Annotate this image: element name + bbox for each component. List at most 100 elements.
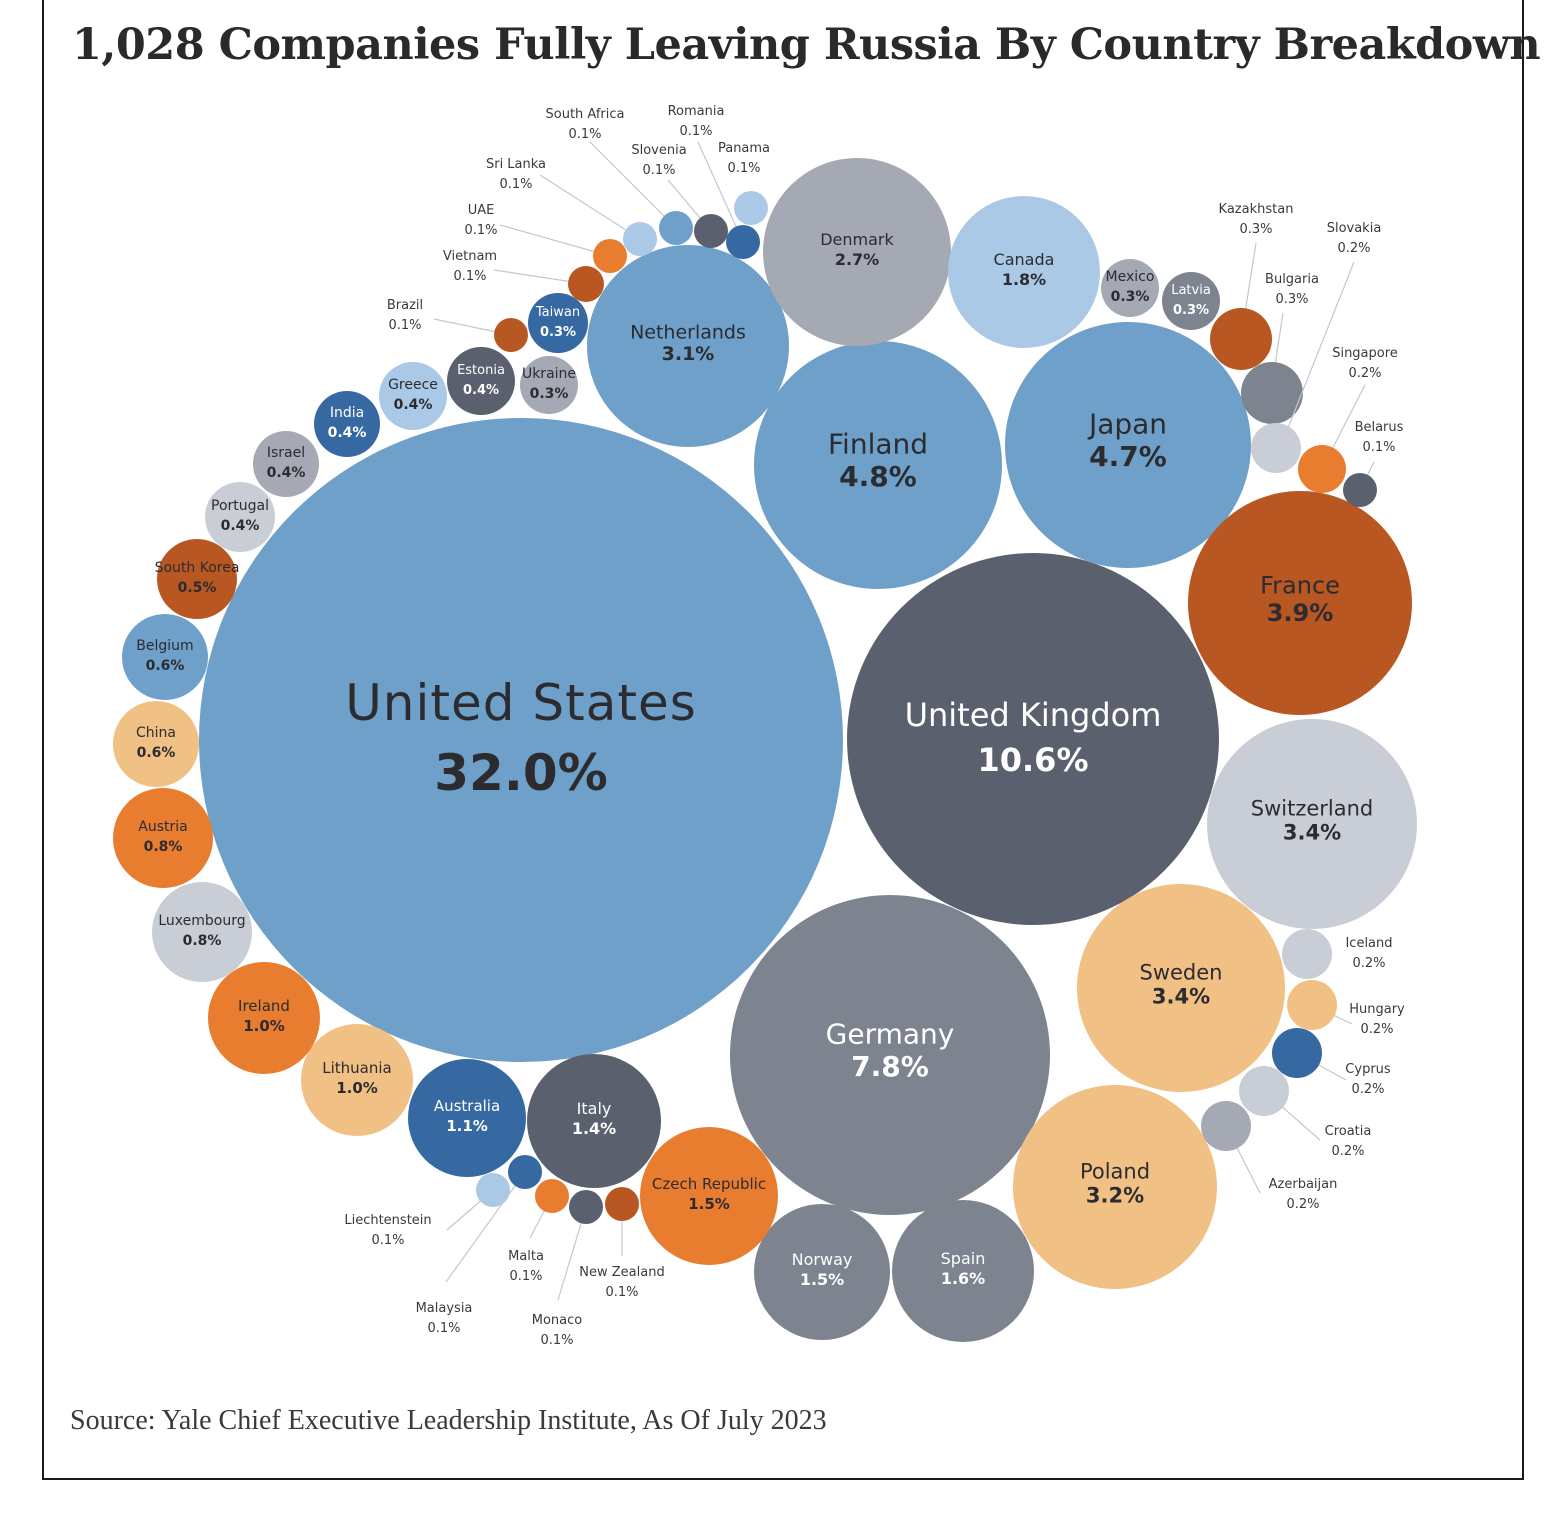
bubble-circle-france (1188, 491, 1412, 715)
bubble-india: India 0.4% (314, 391, 380, 457)
bubble-value-australia: 1.1% (446, 1117, 488, 1135)
bubble-estonia: Estonia 0.4% (447, 347, 515, 415)
bubble-label-malta: Malta (508, 1249, 544, 1264)
bubble-value-denmark: 2.7% (835, 250, 879, 269)
bubble-label-united-states: United States (345, 674, 697, 732)
bubble-circle-mexico (1101, 259, 1159, 317)
leader-line-south-africa (589, 141, 677, 229)
bubble-circle-germany (730, 895, 1050, 1215)
bubble-label-hungary: Hungary (1349, 1002, 1405, 1017)
bubble-value-switzerland: 3.4% (1283, 821, 1341, 845)
bubble-bulgaria: Bulgaria 0.3% (1241, 272, 1319, 424)
bubble-uae: UAE 0.1% (464, 203, 627, 273)
bubble-circle-iceland (1282, 929, 1332, 979)
bubble-value-estonia: 0.4% (463, 383, 499, 398)
bubble-circle-norway (754, 1204, 890, 1340)
bubble-label-south-korea: South Korea (155, 560, 240, 576)
bubble-value-canada: 1.8% (1002, 270, 1046, 289)
bubble-slovakia: Slovakia 0.2% (1251, 221, 1381, 473)
bubble-united-states: United States 32.0% (199, 418, 843, 1062)
bubble-value-latvia: 0.3% (1173, 303, 1209, 318)
bubble-label-italy: Italy (577, 1099, 612, 1118)
bubble-circle-slovenia (694, 214, 728, 248)
bubble-label-czech-republic: Czech Republic (652, 1175, 766, 1193)
bubble-portugal: Portugal 0.4% (205, 482, 275, 552)
bubble-singapore: Singapore 0.2% (1298, 346, 1398, 493)
bubble-circle-canada (948, 196, 1100, 348)
bubble-label-slovakia: Slovakia (1327, 221, 1382, 236)
bubble-monaco: Monaco 0.1% (532, 1190, 603, 1348)
bubble-belarus: Belarus 0.1% (1343, 420, 1404, 507)
bubble-circle-ireland (208, 962, 320, 1074)
bubble-label-ireland: Ireland (238, 997, 290, 1015)
bubble-label-belgium: Belgium (136, 638, 193, 654)
bubble-circle-belgium (122, 614, 208, 700)
bubble-value-spain: 1.6% (941, 1269, 985, 1288)
bubble-iceland: Iceland 0.2% (1282, 929, 1393, 979)
bubble-romania: Romania 0.1% (668, 104, 760, 259)
bubble-value-italy: 1.4% (572, 1119, 616, 1138)
bubble-value-vietnam: 0.1% (453, 269, 486, 284)
bubble-label-sri-lanka: Sri Lanka (486, 157, 546, 172)
bubble-label-brazil: Brazil (387, 298, 423, 313)
bubble-circle-singapore (1298, 445, 1346, 493)
bubble-value-azerbaijan: 0.2% (1286, 1197, 1319, 1212)
bubble-label-ukraine: Ukraine (522, 366, 576, 382)
bubble-label-denmark: Denmark (820, 230, 894, 249)
bubble-value-france: 3.9% (1267, 599, 1334, 627)
bubble-label-taiwan: Taiwan (535, 305, 580, 320)
bubble-label-kazakhstan: Kazakhstan (1219, 202, 1294, 217)
bubble-value-ukraine: 0.3% (530, 386, 569, 402)
bubble-label-belarus: Belarus (1355, 420, 1404, 435)
bubble-label-austria: Austria (138, 819, 187, 835)
bubble-circle-brazil (494, 318, 528, 352)
bubble-vietnam: Vietnam 0.1% (443, 249, 604, 302)
bubble-value-israel: 0.4% (267, 465, 306, 481)
bubble-circle-finland (754, 341, 1002, 589)
bubble-label-canada: Canada (994, 250, 1055, 269)
bubble-circle-estonia (447, 347, 515, 415)
bubble-circle-greece (379, 362, 447, 430)
bubble-label-australia: Australia (434, 1097, 500, 1115)
bubble-circle-portugal (205, 482, 275, 552)
bubble-azerbaijan: Azerbaijan 0.2% (1201, 1101, 1337, 1212)
bubble-label-uae: UAE (468, 203, 495, 218)
chart-title: 1,028 Companies Fully Leaving Russia By … (72, 20, 1541, 70)
bubble-circle-denmark (763, 158, 951, 346)
bubble-label-mexico: Mexico (1106, 269, 1155, 285)
bubble-label-switzerland: Switzerland (1251, 797, 1374, 821)
bubble-czech-republic: Czech Republic 1.5% (640, 1127, 778, 1265)
bubble-circle-azerbaijan (1201, 1101, 1251, 1151)
bubble-label-bulgaria: Bulgaria (1265, 272, 1319, 287)
bubble-value-south-africa: 0.1% (568, 127, 601, 142)
bubble-hungary: Hungary 0.2% (1287, 980, 1405, 1037)
bubble-circle-sweden (1077, 884, 1285, 1092)
bubble-circle-uae (593, 239, 627, 273)
bubble-value-slovenia: 0.1% (642, 163, 675, 178)
bubble-value-malaysia: 0.1% (427, 1321, 460, 1336)
bubble-value-poland: 3.2% (1086, 1184, 1144, 1208)
bubble-value-monaco: 0.1% (540, 1333, 573, 1348)
bubble-circle-luxembourg (152, 882, 252, 982)
bubble-label-new-zealand: New Zealand (579, 1265, 664, 1280)
bubble-value-liechtenstein: 0.1% (371, 1233, 404, 1248)
bubble-ireland: Ireland 1.0% (208, 962, 320, 1074)
bubble-value-uae: 0.1% (464, 223, 497, 238)
bubble-united-kingdom: United Kingdom 10.6% (847, 553, 1219, 925)
bubble-value-belarus: 0.1% (1362, 440, 1395, 455)
bubble-value-belgium: 0.6% (146, 658, 185, 674)
bubble-value-greece: 0.4% (394, 397, 433, 413)
bubble-circle-austria (113, 788, 213, 888)
bubble-circle-malta (535, 1179, 569, 1213)
bubble-circle-bulgaria (1241, 362, 1303, 424)
bubble-label-netherlands: Netherlands (630, 321, 746, 343)
bubble-value-norway: 1.5% (800, 1270, 844, 1289)
bubble-circle-israel (253, 431, 319, 497)
bubble-liechtenstein: Liechtenstein 0.1% (344, 1173, 510, 1248)
